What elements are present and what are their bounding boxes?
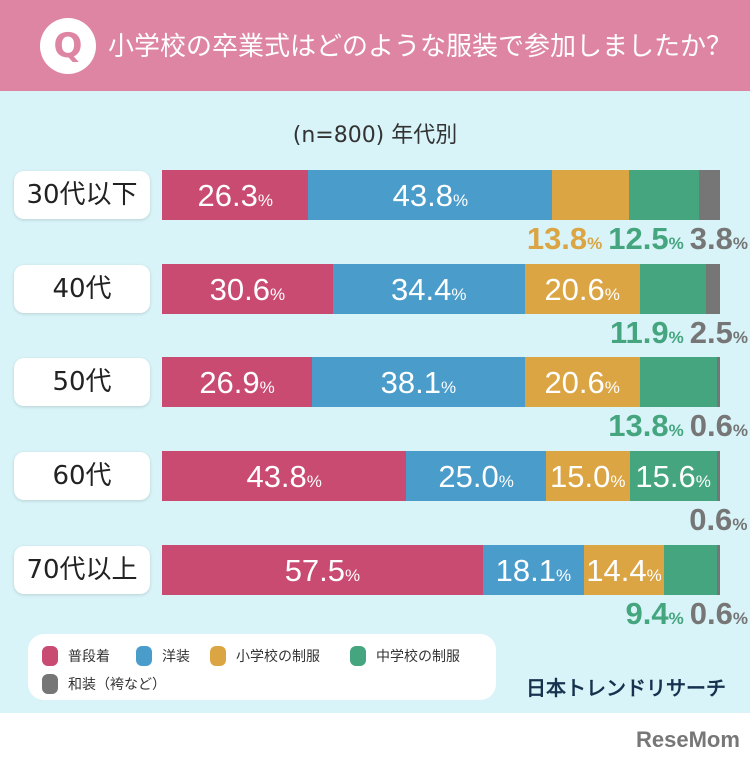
bar-segment	[716, 451, 720, 501]
data-label: 14.4%	[586, 553, 662, 588]
data-label: 11.9%	[610, 315, 684, 350]
header: Q 小学校の卒業式はどのような服装で参加しましたか？	[0, 0, 750, 91]
stacked-bar: 26.9% 38.1% 20.6% 13.8% 0.6%	[162, 357, 748, 443]
watermark: ReseMom	[636, 727, 740, 752]
bar-segment	[583, 545, 665, 595]
bar-segment	[162, 264, 333, 314]
data-label: 15.0%	[550, 459, 626, 494]
legend-swatch	[210, 646, 226, 666]
legend-swatch	[42, 674, 58, 694]
legend-swatch	[136, 646, 152, 666]
data-label: 26.9%	[199, 365, 275, 400]
data-label: 3.8%	[689, 221, 748, 256]
data-label: 2.5%	[689, 315, 748, 350]
stacked-bar: 57.5% 18.1% 14.4% 9.4% 0.6%	[162, 545, 748, 631]
bar-segment	[312, 357, 525, 407]
data-label: 9.4%	[625, 596, 684, 631]
chart-subtitle: (n=800) 年代別	[292, 123, 458, 148]
legend-swatch	[42, 646, 58, 666]
data-label: 0.6%	[689, 502, 748, 537]
legend-item: 和装（袴など）	[42, 674, 166, 694]
bar-segment	[664, 545, 717, 595]
legend-item: 小学校の制服	[210, 646, 320, 666]
category-label: 30代以下	[14, 171, 150, 219]
data-label: 20.6%	[544, 365, 620, 400]
bar-segment	[162, 170, 309, 220]
legend-item: 中学校の制服	[350, 646, 460, 666]
data-label: 20.6%	[544, 272, 620, 307]
category-label: 50代	[14, 358, 150, 406]
bar-segment	[629, 451, 717, 501]
legend-label: 洋装	[162, 649, 190, 665]
legend-swatch	[350, 646, 366, 666]
category-label: 40代	[14, 265, 150, 313]
legend: 普段着 洋装 小学校の制服 中学校の制服和装（袴など）	[28, 634, 496, 700]
stacked-bar: 26.3% 43.8% 13.8% 12.5% 3.8%	[162, 170, 748, 256]
bar-segment	[162, 357, 313, 407]
bar-segment	[406, 451, 546, 501]
bar-segment	[629, 170, 699, 220]
legend-label: 和装（袴など）	[68, 677, 166, 693]
data-label: 43.8%	[392, 178, 469, 213]
chart-title: 小学校の卒業式はどのような服装で参加しましたか？	[108, 32, 733, 62]
bar-segment	[162, 545, 483, 595]
data-label: 30.6%	[209, 272, 286, 307]
bar-segment	[162, 451, 407, 501]
data-label: 15.6%	[635, 459, 711, 494]
bar-segment	[545, 451, 630, 501]
q-icon: Q	[40, 18, 96, 74]
bar-segment	[482, 545, 584, 595]
category-label: 70代以上	[14, 546, 150, 594]
stacked-bar: 30.6% 34.4% 20.6% 11.9% 2.5%	[162, 264, 748, 350]
data-label: 0.6%	[689, 408, 748, 443]
data-label: 13.8%	[608, 408, 684, 443]
bar-segment	[308, 170, 553, 220]
bar-segment	[524, 264, 640, 314]
data-label: 0.6%	[689, 596, 748, 631]
legend-item: 洋装	[136, 646, 190, 666]
bar-segment	[332, 264, 525, 314]
data-label: 43.8%	[246, 459, 322, 494]
bar-segment	[639, 357, 717, 407]
data-label: 13.8%	[526, 221, 603, 256]
stacked-bar: 43.8% 25.0% 15.0% 15.6% 0.6%	[162, 451, 747, 537]
data-label: 18.1%	[495, 553, 572, 588]
bar-segment	[716, 545, 720, 595]
data-label: 25.0%	[438, 459, 514, 494]
data-label: 34.4%	[390, 272, 467, 307]
bar-segment	[524, 357, 640, 407]
bar-segment	[552, 170, 630, 220]
bar-segment	[716, 357, 720, 407]
data-label: 12.5%	[608, 221, 684, 256]
category-label: 60代	[14, 452, 150, 500]
legend-label: 中学校の制服	[376, 649, 460, 665]
data-label: 57.5%	[284, 553, 361, 588]
legend-item: 普段着	[42, 646, 110, 666]
legend-label: 小学校の制服	[236, 649, 320, 665]
brand-logo: 日本トレンドリサーチ	[526, 676, 726, 700]
data-label: 26.3%	[197, 178, 273, 213]
bar-segment	[698, 170, 720, 220]
legend-label: 普段着	[68, 649, 110, 665]
bar-segment	[706, 264, 720, 314]
bar-segment	[639, 264, 707, 314]
data-label: 38.1%	[380, 365, 457, 400]
